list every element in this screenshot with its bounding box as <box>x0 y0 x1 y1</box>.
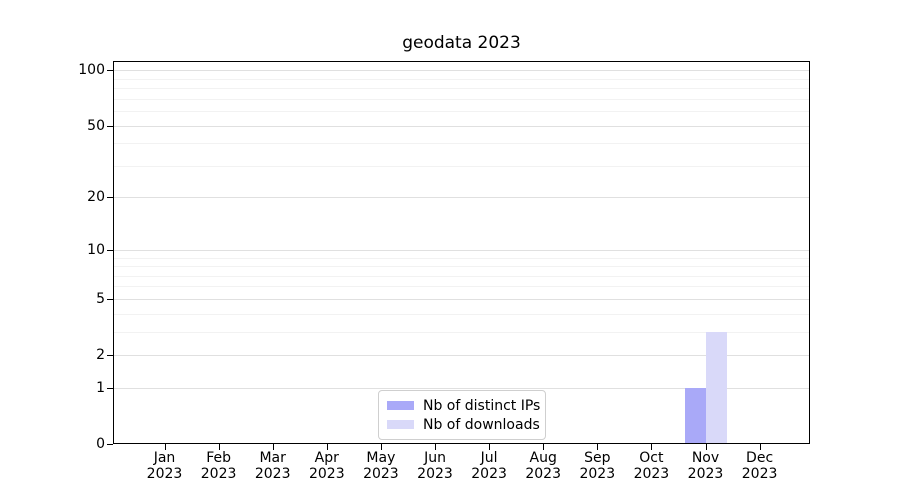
x-tick-label-feb-2023: Feb 2023 <box>200 450 237 482</box>
bar-nb-of-distinct-ips-nov-2023 <box>684 387 706 444</box>
y-tick-2 <box>107 355 113 356</box>
x-tick-label-aug-2023: Aug 2023 <box>525 450 561 482</box>
y-tick-label-20: 20 <box>87 189 105 206</box>
gridline-minor-9 <box>113 257 810 259</box>
gridline-minor-40 <box>113 143 810 145</box>
x-tick-jan-2023 <box>164 444 166 450</box>
legend-label-downloads: Nb of downloads <box>423 416 540 433</box>
y-tick-1 <box>107 387 113 389</box>
y-tick-label-2: 2 <box>96 347 105 363</box>
x-tick-oct-2023 <box>651 444 653 450</box>
x-tick-feb-2023 <box>218 444 220 450</box>
gridline-major-1 <box>113 387 810 389</box>
gridline-minor-4 <box>113 313 810 315</box>
gridline-minor-90 <box>113 78 810 80</box>
gridline-minor-80 <box>113 88 810 89</box>
x-tick-sep-2023 <box>597 444 599 450</box>
x-tick-label-apr-2023: Apr 2023 <box>308 450 345 482</box>
x-tick-dec-2023 <box>759 444 761 450</box>
x-tick-label-jun-2023: Jun 2023 <box>417 450 453 482</box>
x-tick-mar-2023 <box>272 444 274 450</box>
gridline-minor-8 <box>113 266 810 267</box>
x-tick-label-sep-2023: Sep 2023 <box>579 450 616 482</box>
gridline-major-50 <box>113 125 810 127</box>
x-tick-label-jan-2023: Jan 2023 <box>146 450 183 482</box>
x-tick-nov-2023 <box>705 444 707 450</box>
gridline-major-10 <box>113 249 810 251</box>
gridline-minor-6 <box>113 286 810 288</box>
legend-swatch-downloads <box>387 420 414 429</box>
gridline-minor-60 <box>113 110 810 112</box>
y-tick-label-50: 50 <box>87 117 105 134</box>
x-tick-label-may-2023: May 2023 <box>363 450 399 482</box>
y-tick-label-100: 100 <box>78 62 105 79</box>
legend-item-downloads: Nb of downloads <box>387 415 540 434</box>
gridline-minor-7 <box>113 275 810 277</box>
x-tick-label-oct-2023: Oct 2023 <box>633 450 670 482</box>
y-tick-0 <box>107 444 113 445</box>
gridline-minor-3 <box>113 331 810 333</box>
x-tick-jun-2023 <box>435 444 436 450</box>
gridline-major-5 <box>113 298 810 300</box>
x-tick-label-dec-2023: Dec 2023 <box>741 450 778 482</box>
gridline-major-100 <box>113 70 810 72</box>
y-tick-20 <box>107 197 113 199</box>
legend-swatch-distinct-ips <box>387 401 414 410</box>
y-tick-label-10: 10 <box>87 241 105 258</box>
legend-label-distinct-ips: Nb of distinct IPs <box>423 397 541 414</box>
x-tick-label-nov-2023: Nov 2023 <box>687 450 724 482</box>
legend: Nb of distinct IPs Nb of downloads <box>378 390 546 440</box>
y-tick-label-5: 5 <box>96 290 105 307</box>
y-tick-label-1: 1 <box>96 379 105 396</box>
x-tick-apr-2023 <box>326 444 328 450</box>
x-tick-aug-2023 <box>543 444 545 450</box>
y-tick-50 <box>107 125 113 127</box>
y-tick-10 <box>107 249 113 251</box>
x-tick-jul-2023 <box>489 444 491 450</box>
bar-nb-of-downloads-nov-2023 <box>705 331 727 444</box>
x-tick-label-jul-2023: Jul 2023 <box>471 450 507 482</box>
y-tick-label-0: 0 <box>96 436 105 452</box>
gridline-minor-30 <box>113 165 810 167</box>
x-tick-may-2023 <box>380 444 382 450</box>
legend-item-distinct-ips: Nb of distinct IPs <box>387 396 541 415</box>
x-tick-label-mar-2023: Mar 2023 <box>254 450 291 482</box>
chart-title: geodata 2023 <box>402 33 521 53</box>
y-tick-100 <box>107 70 113 72</box>
gridline-major-20 <box>113 197 810 199</box>
gridline-major-2 <box>113 355 810 356</box>
gridline-minor-70 <box>113 98 810 100</box>
y-tick-5 <box>107 298 113 300</box>
